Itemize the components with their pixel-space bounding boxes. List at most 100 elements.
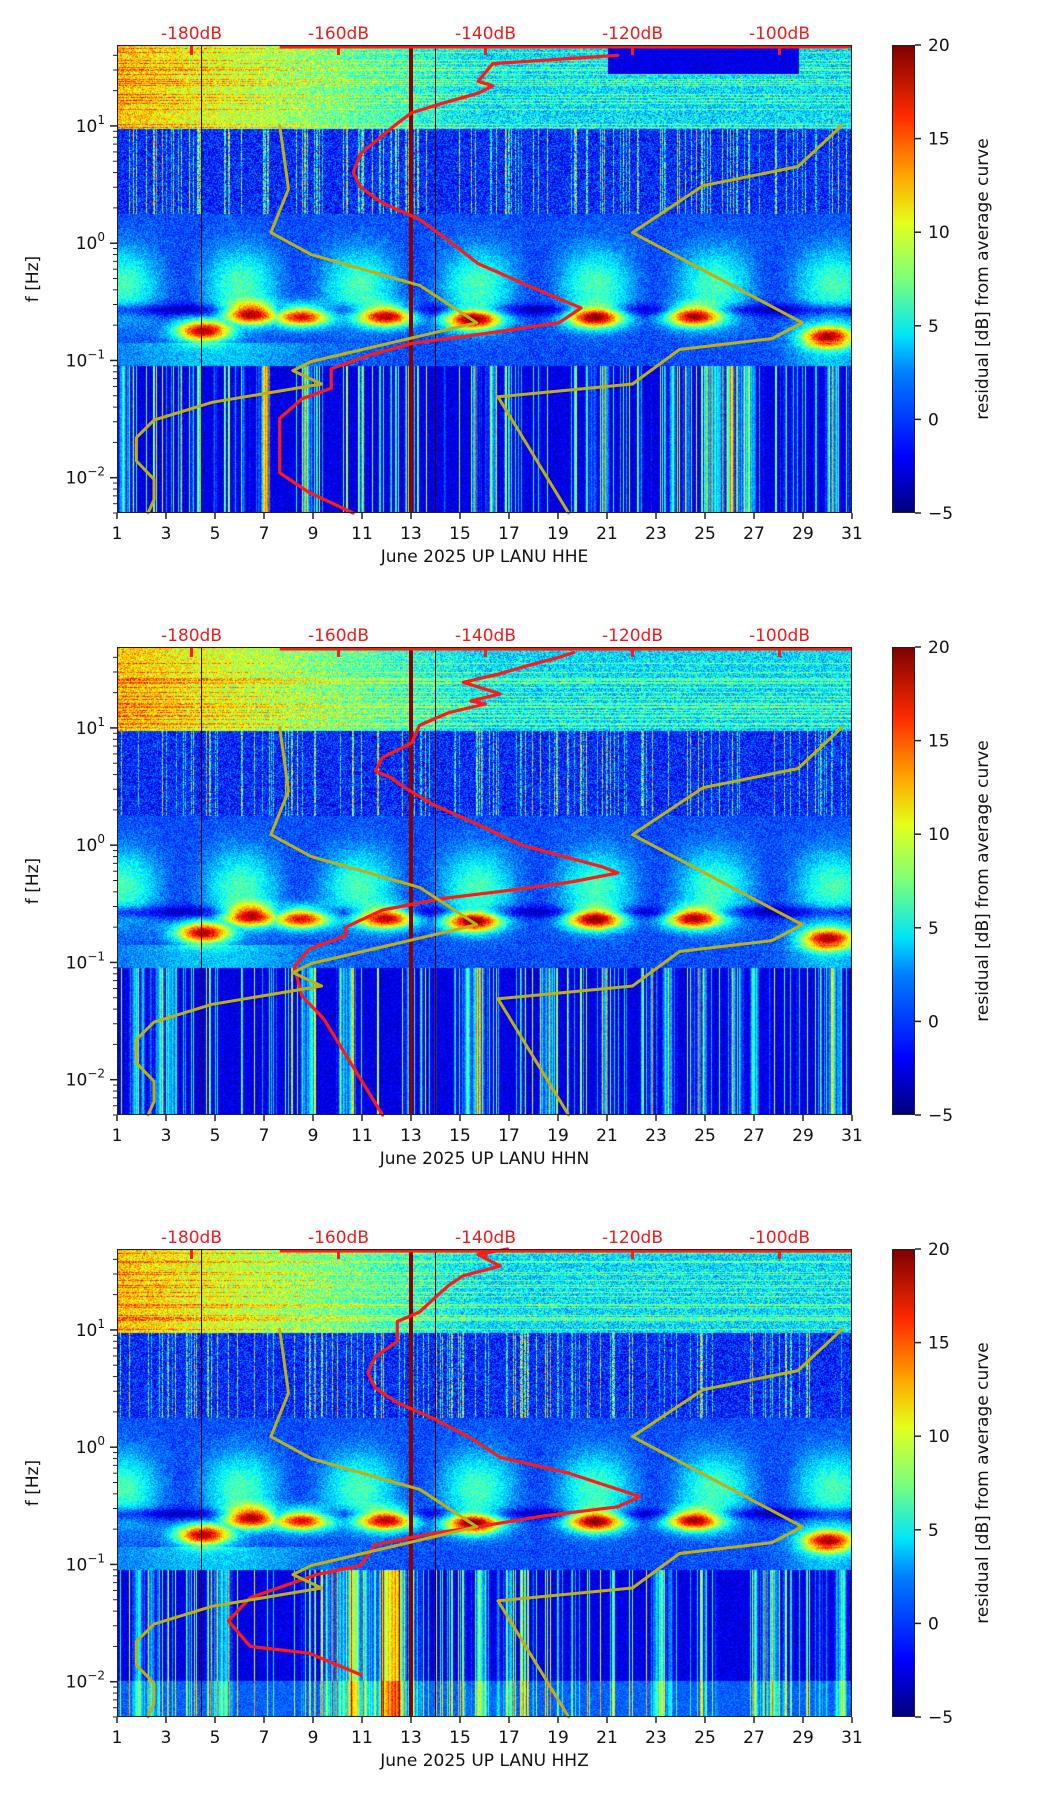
x-tick-label: 3 — [161, 1126, 172, 1146]
colorbar-tick-label: 0 — [928, 1614, 939, 1634]
x-tick-label: 27 — [743, 524, 765, 544]
x-tick-label: 5 — [210, 1126, 221, 1146]
x-tick-label: 7 — [259, 1728, 270, 1748]
db-tick-label: -180dB — [161, 1228, 222, 1248]
x-tick-label: 25 — [694, 1126, 716, 1146]
x-tick-label: 19 — [547, 1728, 569, 1748]
nhnm-curve — [496, 725, 844, 1117]
x-tick-label: 9 — [308, 1728, 319, 1748]
db-tick-label: -180dB — [161, 24, 222, 44]
y-tick-label: 10−1 — [66, 1551, 105, 1575]
x-tick-label: 13 — [400, 1728, 422, 1748]
x-tick-label: 15 — [449, 1126, 471, 1146]
colorbar-tick-label: 5 — [928, 317, 939, 337]
x-tick-label: 21 — [596, 524, 618, 544]
nhnm-curve — [496, 123, 844, 515]
db-tick-label: -160dB — [308, 24, 369, 44]
x-tick-label: 11 — [351, 1728, 373, 1748]
y-tick-label: 10−1 — [66, 949, 105, 973]
x-axis-label: June 2025 UP LANU HHZ — [380, 1751, 589, 1771]
x-tick-label: 17 — [498, 524, 520, 544]
average-psd-curve — [278, 53, 620, 515]
db-tick-label: -100dB — [749, 1228, 810, 1248]
x-tick-label: 17 — [498, 1126, 520, 1146]
average-psd-curve — [292, 650, 620, 1117]
x-tick-label: 7 — [259, 1126, 270, 1146]
db-tick-label: -140dB — [455, 24, 516, 44]
colorbar-tick-label: 15 — [928, 732, 950, 752]
y-tick-label: 10−1 — [66, 347, 105, 371]
y-axis-label: f [Hz] — [23, 255, 44, 303]
colorbar-tick-label: 0 — [928, 1012, 939, 1032]
x-tick-label: 13 — [400, 1126, 422, 1146]
nhnm-curve — [496, 1327, 844, 1719]
x-tick-label: 9 — [308, 524, 319, 544]
average-psd-curve — [226, 1247, 642, 1677]
x-tick-label: 13 — [400, 524, 422, 544]
y-tick-label: 101 — [76, 715, 105, 739]
spectrogram-image — [117, 1249, 852, 1717]
spectrogram-heatmap — [117, 1247, 852, 1719]
colorbar-tick-label: −5 — [928, 504, 953, 524]
db-tick-label: -120dB — [602, 24, 663, 44]
x-tick-label: 25 — [694, 1728, 716, 1748]
x-tick-label: 29 — [792, 1126, 814, 1146]
x-tick-label: 25 — [694, 524, 716, 544]
spectrogram-panel-hhz: -180dB -160dB -140dB -120dB -100dB 1 3 5 7 9 11 13 1… — [0, 1204, 1052, 1804]
x-tick-label: 27 — [743, 1728, 765, 1748]
colorbar — [892, 1249, 915, 1717]
nlnm-curve — [134, 123, 479, 515]
x-tick-label: 23 — [645, 524, 667, 544]
x-tick-label: 27 — [743, 1126, 765, 1146]
db-tick-label: -160dB — [308, 626, 369, 646]
colorbar-tick-label: 10 — [928, 825, 950, 845]
y-axis-label: f [Hz] — [23, 1459, 44, 1507]
colorbar-tick-label: 20 — [928, 36, 950, 56]
x-axis-label: June 2025 UP LANU HHN — [379, 1149, 590, 1169]
curves-overlay — [134, 1247, 852, 1719]
colorbar-tick-label: 0 — [928, 410, 939, 430]
x-tick-label: 1 — [112, 1728, 123, 1748]
colorbar-tick-label: 5 — [928, 919, 939, 939]
x-tick-label: 31 — [841, 524, 863, 544]
x-tick-label: 23 — [645, 1728, 667, 1748]
y-tick-label: 100 — [76, 832, 105, 856]
colorbar-tick-label: 20 — [928, 638, 950, 658]
db-tick-label: -180dB — [161, 626, 222, 646]
y-tick-label: 101 — [76, 113, 105, 137]
x-tick-label: 31 — [841, 1728, 863, 1748]
db-tick-label: -160dB — [308, 1228, 369, 1248]
x-tick-label: 3 — [161, 524, 172, 544]
db-tick-label: -120dB — [602, 1228, 663, 1248]
nlnm-curve — [134, 1327, 479, 1719]
colorbar-tick-label: −5 — [928, 1106, 953, 1126]
colorbar-tick-label: 5 — [928, 1521, 939, 1541]
colorbar-tick-label: 20 — [928, 1240, 950, 1260]
spectrogram-heatmap — [117, 45, 852, 515]
x-tick-label: 7 — [259, 524, 270, 544]
y-tick-label: 10−2 — [66, 1669, 105, 1693]
colorbar-label: residual [dB] from average curve — [973, 138, 993, 419]
x-tick-label: 5 — [210, 524, 221, 544]
colorbar — [892, 45, 915, 513]
x-tick-label: 15 — [449, 1728, 471, 1748]
spectrogram-heatmap — [117, 647, 852, 1117]
colorbar — [892, 647, 915, 1115]
db-tick-label: -120dB — [602, 626, 663, 646]
x-tick-label: 9 — [308, 1126, 319, 1146]
colorbar-tick-label: 10 — [928, 223, 950, 243]
x-tick-label: 19 — [547, 1126, 569, 1146]
x-tick-label: 31 — [841, 1126, 863, 1146]
colorbar-tick-label: 15 — [928, 1334, 950, 1354]
x-tick-label: 29 — [792, 1728, 814, 1748]
x-tick-label: 5 — [210, 1728, 221, 1748]
x-tick-label: 21 — [596, 1126, 618, 1146]
x-tick-label: 3 — [161, 1728, 172, 1748]
y-tick-label: 101 — [76, 1317, 105, 1341]
x-tick-label: 11 — [351, 1126, 373, 1146]
y-tick-label: 100 — [76, 230, 105, 254]
colorbar-tick-label: 10 — [928, 1427, 950, 1447]
